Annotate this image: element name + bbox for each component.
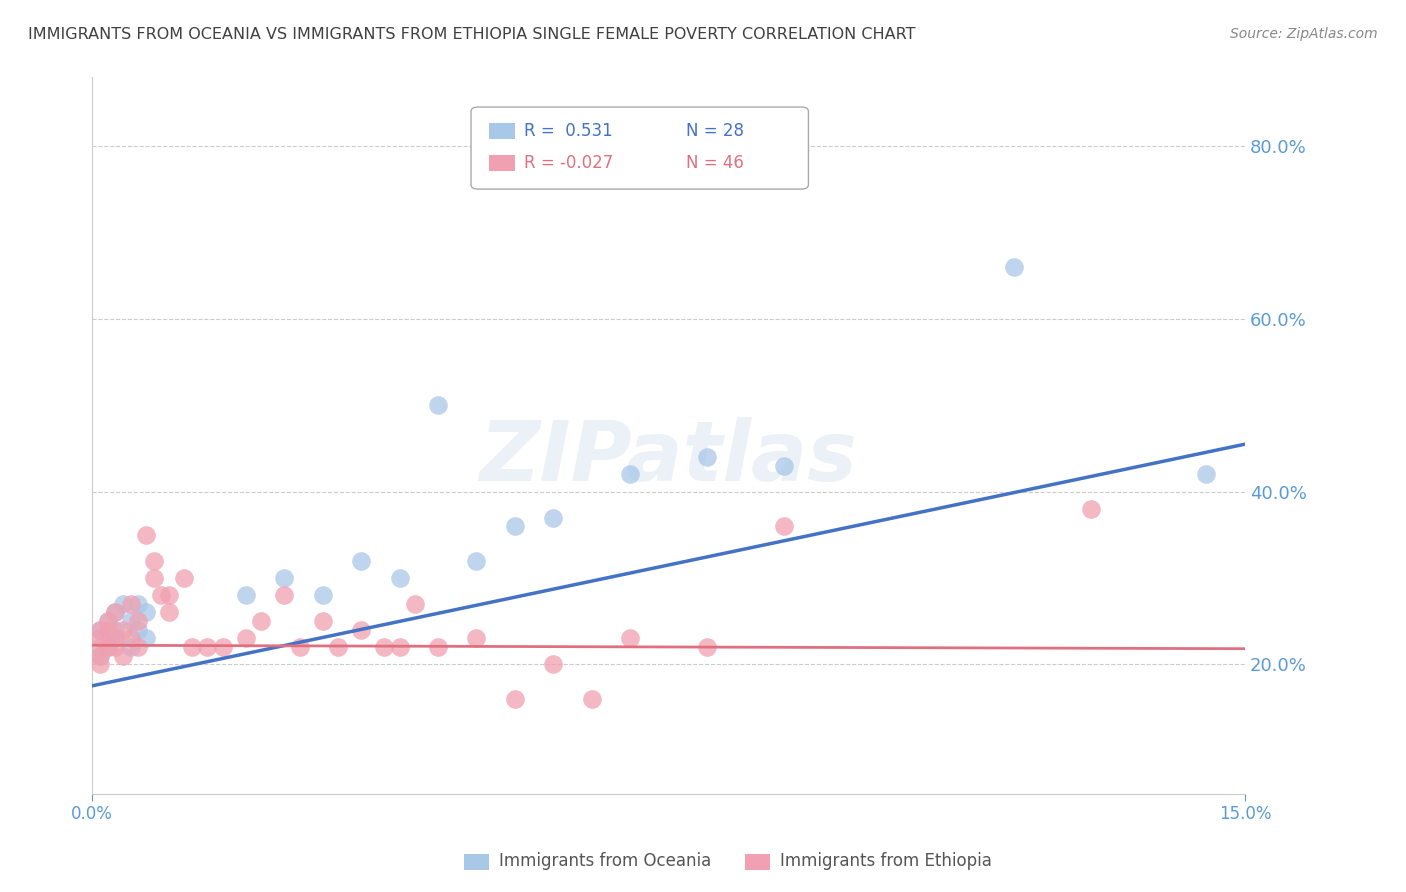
Point [211, 640, 233, 654]
Point [250, 614, 273, 628]
Point [89, 632, 111, 646]
Point [273, 588, 295, 602]
Point [235, 588, 257, 602]
Point [120, 614, 142, 628]
Point [581, 691, 603, 706]
Point [89, 648, 111, 663]
Point [111, 648, 134, 663]
Point [173, 571, 195, 585]
Point [288, 640, 311, 654]
Point [120, 632, 142, 646]
Point [427, 398, 450, 412]
Point [427, 640, 450, 654]
Point [696, 450, 718, 464]
Point [350, 554, 373, 568]
Text: N = 28: N = 28 [686, 122, 744, 140]
Point [465, 554, 488, 568]
Point [127, 623, 149, 637]
Point [465, 632, 488, 646]
Point [104, 632, 127, 646]
Point [89, 623, 111, 637]
Point [157, 606, 180, 620]
Point [135, 606, 157, 620]
Point [111, 597, 134, 611]
Point [96, 623, 118, 637]
Point [127, 614, 149, 628]
Point [772, 458, 794, 473]
Point [1002, 260, 1025, 275]
Point [127, 640, 149, 654]
Point [619, 467, 641, 482]
Text: Immigrants from Ethiopia: Immigrants from Ethiopia [780, 852, 993, 870]
Text: R =  0.531: R = 0.531 [524, 122, 613, 140]
Point [120, 640, 142, 654]
Point [388, 640, 411, 654]
Point [373, 640, 395, 654]
Point [181, 640, 204, 654]
Text: IMMIGRANTS FROM OCEANIA VS IMMIGRANTS FROM ETHIOPIA SINGLE FEMALE POVERTY CORREL: IMMIGRANTS FROM OCEANIA VS IMMIGRANTS FR… [28, 27, 915, 42]
Point [89, 640, 111, 654]
Point [1080, 502, 1102, 516]
Point [135, 528, 157, 542]
Point [127, 597, 149, 611]
Text: ZIPatlas: ZIPatlas [479, 417, 858, 498]
Point [142, 571, 165, 585]
Point [1195, 467, 1218, 482]
Point [350, 623, 373, 637]
Point [312, 588, 335, 602]
Point [157, 588, 180, 602]
Point [104, 623, 127, 637]
Point [543, 510, 565, 524]
Point [89, 657, 111, 672]
Point [89, 648, 111, 663]
Point [111, 623, 134, 637]
Point [404, 597, 426, 611]
Point [150, 588, 173, 602]
Point [503, 519, 526, 533]
Point [312, 614, 335, 628]
Point [96, 614, 118, 628]
Point [772, 519, 794, 533]
Text: Immigrants from Oceania: Immigrants from Oceania [499, 852, 711, 870]
Text: R = -0.027: R = -0.027 [524, 154, 613, 172]
Text: Source: ZipAtlas.com: Source: ZipAtlas.com [1230, 27, 1378, 41]
Text: N = 46: N = 46 [686, 154, 744, 172]
Point [104, 606, 127, 620]
Point [543, 657, 565, 672]
Point [104, 606, 127, 620]
Point [235, 632, 257, 646]
Point [142, 554, 165, 568]
Point [104, 632, 127, 646]
Point [619, 632, 641, 646]
Point [503, 691, 526, 706]
Point [388, 571, 411, 585]
Point [326, 640, 349, 654]
Point [96, 640, 118, 654]
Point [96, 640, 118, 654]
Point [135, 632, 157, 646]
Point [696, 640, 718, 654]
Point [197, 640, 219, 654]
Point [273, 571, 295, 585]
Point [120, 597, 142, 611]
Point [89, 623, 111, 637]
Point [96, 614, 118, 628]
Point [104, 640, 127, 654]
